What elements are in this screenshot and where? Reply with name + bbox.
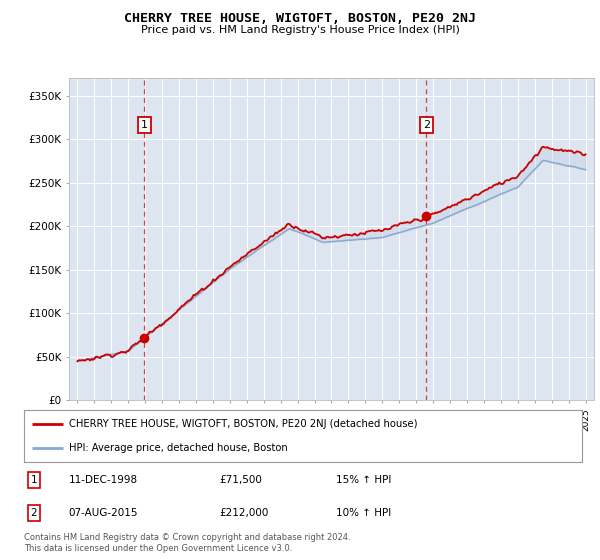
Text: CHERRY TREE HOUSE, WIGTOFT, BOSTON, PE20 2NJ: CHERRY TREE HOUSE, WIGTOFT, BOSTON, PE20… xyxy=(124,12,476,25)
Text: 1: 1 xyxy=(141,120,148,130)
Text: 10% ↑ HPI: 10% ↑ HPI xyxy=(337,508,392,518)
Text: 15% ↑ HPI: 15% ↑ HPI xyxy=(337,475,392,484)
Text: 2: 2 xyxy=(31,508,37,518)
Text: Price paid vs. HM Land Registry's House Price Index (HPI): Price paid vs. HM Land Registry's House … xyxy=(140,25,460,35)
Text: £71,500: £71,500 xyxy=(220,475,262,484)
Text: CHERRY TREE HOUSE, WIGTOFT, BOSTON, PE20 2NJ (detached house): CHERRY TREE HOUSE, WIGTOFT, BOSTON, PE20… xyxy=(68,419,417,430)
Text: Contains HM Land Registry data © Crown copyright and database right 2024.
This d: Contains HM Land Registry data © Crown c… xyxy=(24,533,350,553)
Text: 2: 2 xyxy=(423,120,430,130)
Text: HPI: Average price, detached house, Boston: HPI: Average price, detached house, Bost… xyxy=(68,443,287,453)
Text: 07-AUG-2015: 07-AUG-2015 xyxy=(68,508,138,518)
Text: 11-DEC-1998: 11-DEC-1998 xyxy=(68,475,138,484)
Text: 1: 1 xyxy=(31,475,37,484)
Text: £212,000: £212,000 xyxy=(220,508,269,518)
